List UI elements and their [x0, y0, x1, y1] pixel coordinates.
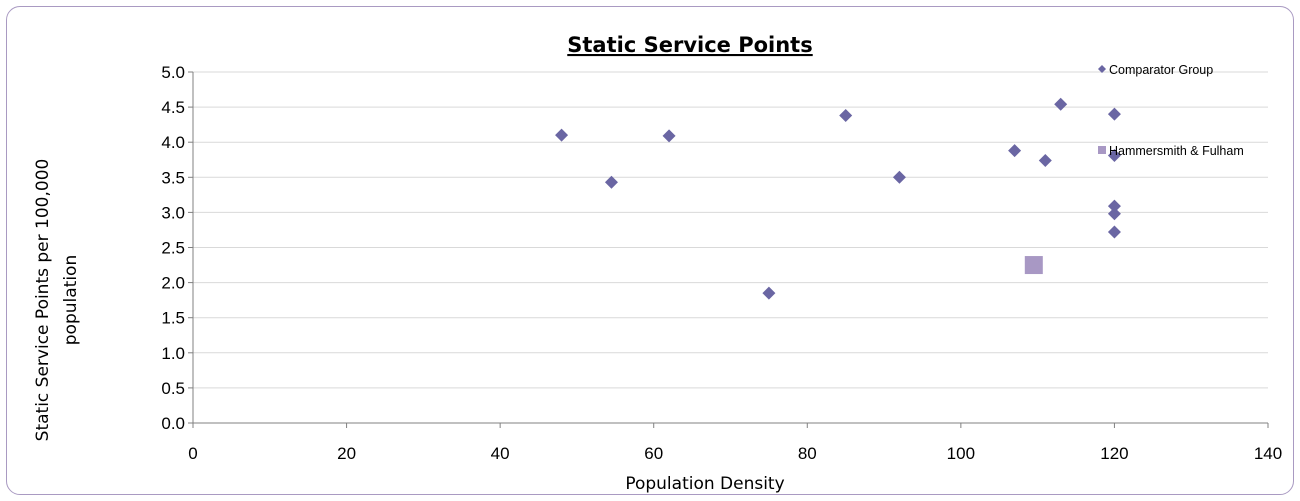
- y-tick-label-9: 4.5: [161, 98, 185, 117]
- x-tick-label-1: 20: [337, 444, 356, 463]
- point-comparator-group-1: [604, 175, 618, 189]
- legend: Comparator Group Hammersmith & Fulham: [1098, 63, 1244, 158]
- x-tick-label-6: 120: [1100, 444, 1128, 463]
- y-tick-label-5: 2.5: [161, 239, 185, 258]
- y-tick-label-1: 0.5: [161, 379, 185, 398]
- chart-frame: [6, 6, 1294, 495]
- point-comparator-group-12: [1107, 207, 1121, 221]
- point-comparator-group-11: [1107, 199, 1121, 213]
- legend-marker-hammersmith-fulham: [1098, 146, 1106, 154]
- x-axis-title: Population Density: [625, 474, 784, 494]
- x-tick-label-0: 0: [188, 444, 197, 463]
- point-comparator-group-8: [1054, 97, 1068, 111]
- chart-title: Static Service Points: [567, 33, 812, 57]
- y-tick-label-10: 5.0: [161, 63, 185, 82]
- point-comparator-group-0: [555, 128, 569, 142]
- y-tick-label-6: 3.0: [161, 203, 185, 222]
- axes: [188, 71, 1269, 428]
- point-hammersmith-fulham-0: [1024, 256, 1043, 275]
- x-tick-label-2: 40: [491, 444, 510, 463]
- y-tick-labels: 0.0 0.5 1.0 1.5 2.0 2.5 3.0 3.5 4.0 4.5 5.0: [161, 63, 185, 433]
- x-tick-label-4: 80: [798, 444, 817, 463]
- point-comparator-group-3: [762, 286, 776, 300]
- point-comparator-group-7: [1038, 153, 1052, 167]
- point-comparator-group-10: [1107, 149, 1121, 163]
- point-comparator-group-2: [662, 129, 676, 143]
- y-tick-label-7: 3.5: [161, 168, 185, 187]
- y-tick-label-2: 1.0: [161, 344, 185, 363]
- point-comparator-group-13: [1107, 225, 1121, 239]
- x-tick-label-7: 140: [1254, 444, 1282, 463]
- point-comparator-group-6: [1008, 144, 1022, 158]
- data-points: [555, 97, 1121, 300]
- legend-marker-comparator-group: [1098, 65, 1106, 73]
- point-comparator-group-5: [892, 170, 906, 184]
- x-tick-label-5: 100: [947, 444, 975, 463]
- y-axis-title-line-2: population: [61, 255, 81, 345]
- y-tick-label-0: 0.0: [161, 414, 185, 433]
- gridlines: [193, 71, 1268, 389]
- legend-label-hammersmith-fulham: Hammersmith & Fulham: [1109, 144, 1244, 158]
- y-tick-label-4: 2.0: [161, 274, 185, 293]
- point-comparator-group-4: [839, 109, 853, 123]
- y-tick-label-8: 4.0: [161, 133, 185, 152]
- point-comparator-group-9: [1107, 107, 1121, 121]
- x-tick-labels: 0 20 40 60 80 100 120 140: [188, 444, 1282, 463]
- y-tick-label-3: 1.5: [161, 309, 185, 328]
- y-axis-title-line-1: Static Service Points per 100,000: [33, 159, 53, 442]
- x-tick-label-3: 60: [644, 444, 663, 463]
- legend-label-comparator-group: Comparator Group: [1109, 63, 1213, 77]
